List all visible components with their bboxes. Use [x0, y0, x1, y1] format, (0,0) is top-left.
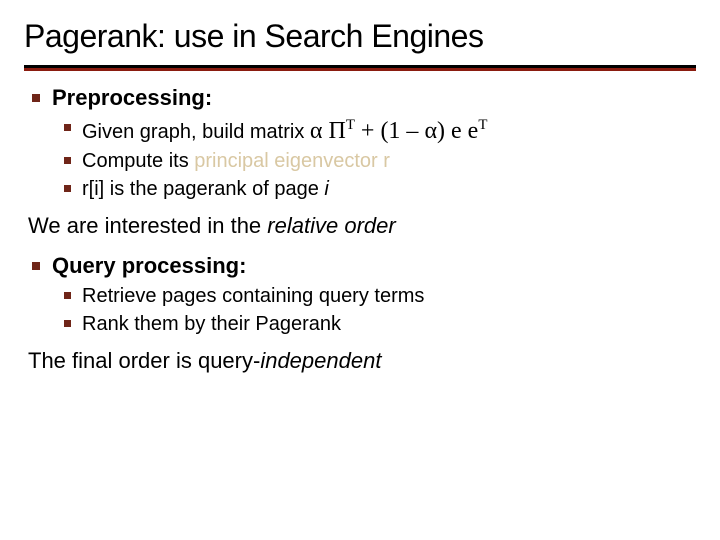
- list-item: Retrieve pages containing query terms: [82, 283, 696, 310]
- text: + (1 –: [355, 118, 425, 144]
- interline-final-order: The final order is query-independent: [24, 348, 696, 374]
- superscript-t: T: [478, 117, 487, 133]
- emph-independent: independent: [260, 348, 381, 373]
- superscript-t: T: [346, 117, 355, 133]
- text: Given graph, build matrix: [82, 121, 310, 143]
- text: We are interested in the: [28, 213, 267, 238]
- list-item: Preprocessing: Given graph, build matrix…: [52, 85, 696, 203]
- title-rule: [24, 65, 696, 71]
- text: Compute its: [82, 150, 194, 172]
- highlight-eigenvector: principal eigenvector r: [194, 150, 390, 172]
- text: r[i] is the pagerank of page: [82, 178, 324, 200]
- pi: Π: [328, 118, 345, 144]
- slide-title: Pagerank: use in Search Engines: [24, 18, 696, 59]
- sublist-query: Retrieve pages containing query terms Ra…: [52, 283, 696, 338]
- slide: Pagerank: use in Search Engines Preproce…: [0, 0, 720, 540]
- list-item: r[i] is the pagerank of page i: [82, 176, 696, 203]
- interline-relative-order: We are interested in the relative order: [24, 213, 696, 239]
- heading-query: Query processing:: [52, 253, 246, 278]
- list-item: Query processing: Retrieve pages contain…: [52, 253, 696, 338]
- alpha: α: [424, 118, 437, 144]
- list-item: Given graph, build matrix α ΠT + (1 – α)…: [82, 115, 696, 147]
- math-expression: α ΠT + (1 – α) e eT: [310, 118, 488, 144]
- heading-preprocessing: Preprocessing:: [52, 85, 212, 110]
- text: The final order is query-: [28, 348, 260, 373]
- list-item: Rank them by their Pagerank: [82, 311, 696, 338]
- list-item: Compute its principal eigenvector r: [82, 148, 696, 175]
- text: ) e e: [437, 118, 478, 144]
- rule-red: [24, 68, 696, 71]
- sublist-preprocessing: Given graph, build matrix α ΠT + (1 – α)…: [52, 115, 696, 203]
- alpha: α: [310, 118, 323, 144]
- block-preprocessing: Preprocessing: Given graph, build matrix…: [24, 85, 696, 203]
- var-i: i: [324, 178, 328, 200]
- block-query: Query processing: Retrieve pages contain…: [24, 253, 696, 338]
- emph-relative-order: relative order: [267, 213, 395, 238]
